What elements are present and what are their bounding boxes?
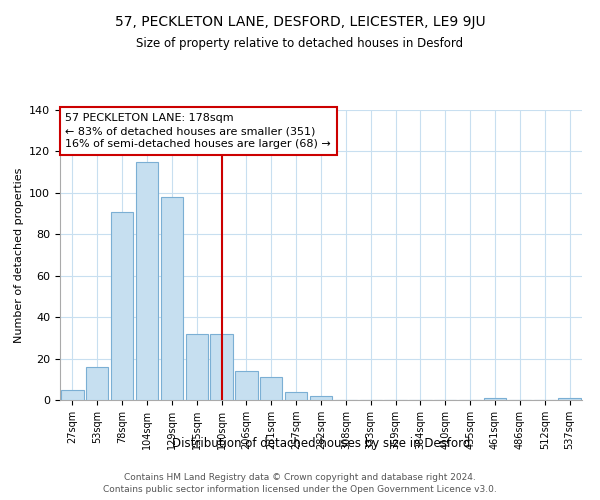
Bar [484, 398, 506, 400]
Bar [161, 197, 183, 400]
Text: Distribution of detached houses by size in Desford: Distribution of detached houses by size … [172, 438, 470, 450]
Text: Contains HM Land Registry data © Crown copyright and database right 2024.: Contains HM Land Registry data © Crown c… [124, 472, 476, 482]
Bar [235, 371, 257, 400]
Bar [211, 334, 233, 400]
Text: Size of property relative to detached houses in Desford: Size of property relative to detached ho… [136, 38, 464, 51]
Y-axis label: Number of detached properties: Number of detached properties [14, 168, 23, 342]
Bar [185, 334, 208, 400]
Bar [111, 212, 133, 400]
Text: Contains public sector information licensed under the Open Government Licence v3: Contains public sector information licen… [103, 485, 497, 494]
Text: 57 PECKLETON LANE: 178sqm
← 83% of detached houses are smaller (351)
16% of semi: 57 PECKLETON LANE: 178sqm ← 83% of detac… [65, 113, 331, 150]
Text: 57, PECKLETON LANE, DESFORD, LEICESTER, LE9 9JU: 57, PECKLETON LANE, DESFORD, LEICESTER, … [115, 15, 485, 29]
Bar [559, 398, 581, 400]
Bar [136, 162, 158, 400]
Bar [61, 390, 83, 400]
Bar [285, 392, 307, 400]
Bar [86, 367, 109, 400]
Bar [310, 396, 332, 400]
Bar [260, 377, 283, 400]
